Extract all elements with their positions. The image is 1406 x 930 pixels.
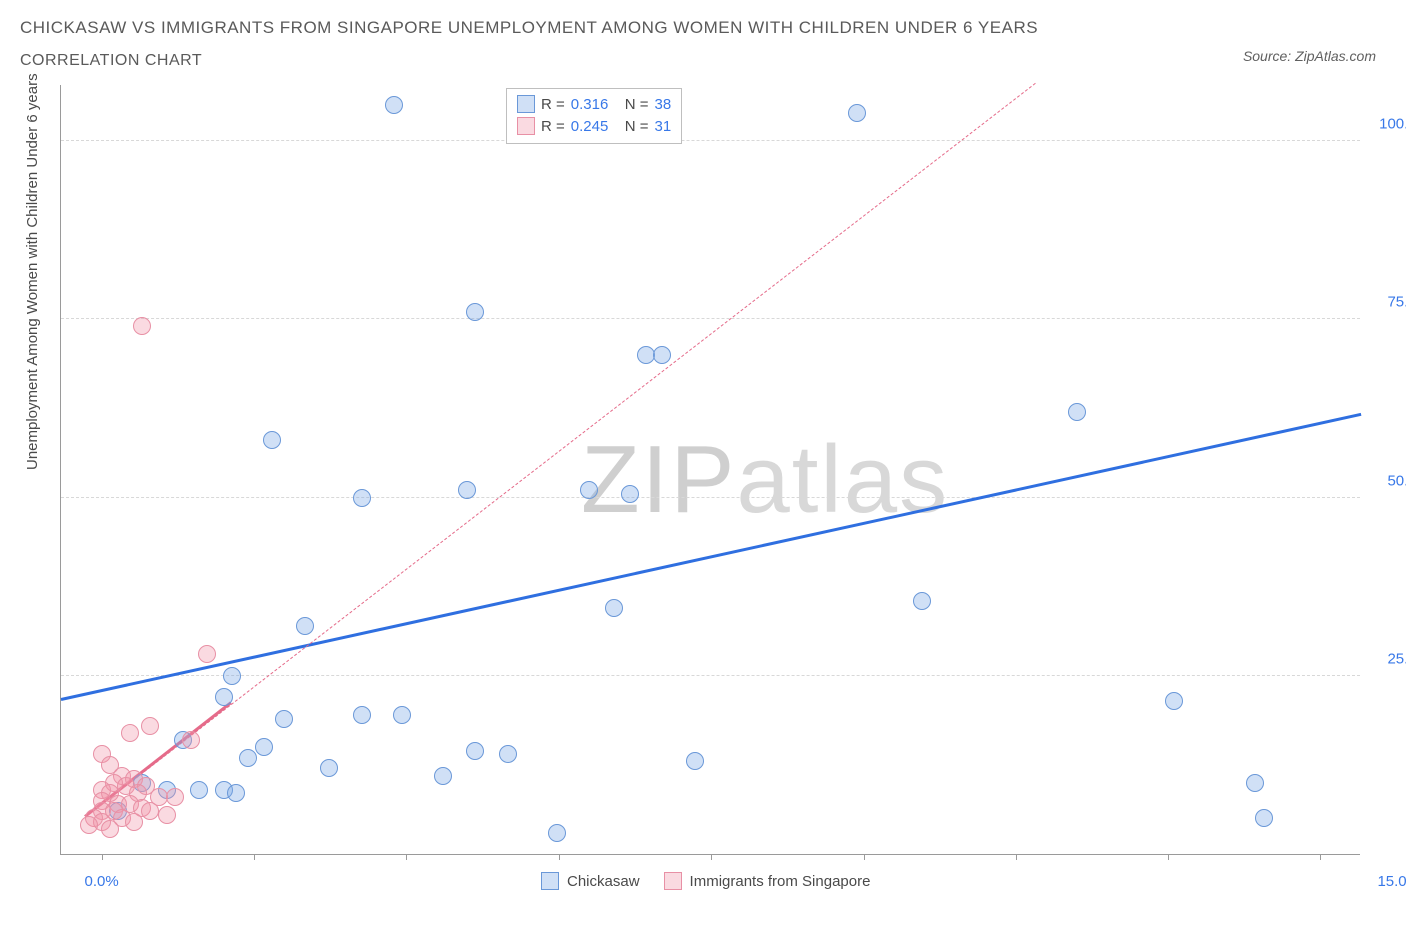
x-tick [1168, 854, 1169, 860]
data-point-singapore [182, 731, 200, 749]
trend-line [61, 413, 1362, 701]
legend-item-label: Chickasaw [567, 873, 640, 890]
data-point-singapore [80, 816, 98, 834]
data-point-singapore [158, 806, 176, 824]
x-tick [102, 854, 103, 860]
source-attribution: Source: ZipAtlas.com [1243, 48, 1376, 64]
x-tick [1320, 854, 1321, 860]
y-tick-label: 50.0% [1387, 472, 1406, 489]
data-point-chickasaw [580, 481, 598, 499]
x-tick [711, 854, 712, 860]
data-point-chickasaw [1246, 774, 1264, 792]
data-point-chickasaw [1165, 692, 1183, 710]
legend-r-value: 0.245 [571, 118, 619, 135]
legend-swatch [517, 117, 535, 135]
data-point-chickasaw [223, 667, 241, 685]
gridline-h [61, 497, 1360, 498]
data-point-singapore [125, 813, 143, 831]
legend-stats-row-singapore: R = 0.245 N = 31 [517, 115, 671, 137]
data-point-chickasaw [621, 485, 639, 503]
chart-title-line2: CORRELATION CHART [20, 52, 1038, 70]
data-point-chickasaw [1255, 809, 1273, 827]
x-tick-label: 15.0% [1377, 873, 1406, 890]
x-tick [864, 854, 865, 860]
chart-title-line1: CHICKASAW VS IMMIGRANTS FROM SINGAPORE U… [20, 18, 1038, 38]
data-point-chickasaw [605, 599, 623, 617]
legend-n-label: N = [625, 96, 649, 113]
data-point-chickasaw [393, 706, 411, 724]
watermark-part2: atlas [736, 426, 949, 533]
data-point-chickasaw [848, 104, 866, 122]
data-point-chickasaw [458, 481, 476, 499]
data-point-chickasaw [548, 824, 566, 842]
legend-stats-box: R = 0.316 N = 38 R = 0.245 N = 31 [506, 88, 682, 144]
data-point-chickasaw [255, 738, 273, 756]
data-point-chickasaw [215, 688, 233, 706]
data-point-chickasaw [353, 706, 371, 724]
legend-r-label: R = [541, 118, 565, 135]
scatter-plot-area: ZIPatlas 25.0%50.0%75.0%100.0%0.0%15.0%R… [60, 85, 1360, 855]
legend-series: Chickasaw Immigrants from Singapore [541, 872, 870, 890]
data-point-singapore [121, 724, 139, 742]
data-point-chickasaw [353, 489, 371, 507]
trend-line [85, 83, 1036, 818]
watermark-part1: ZIP [581, 426, 736, 533]
legend-item-singapore: Immigrants from Singapore [664, 872, 871, 890]
legend-item-label: Immigrants from Singapore [690, 873, 871, 890]
x-tick [559, 854, 560, 860]
data-point-chickasaw [1068, 403, 1086, 421]
data-point-chickasaw [686, 752, 704, 770]
data-point-chickasaw [296, 617, 314, 635]
y-axis-title: Unemployment Among Women with Children U… [24, 73, 41, 470]
legend-swatch [517, 95, 535, 113]
gridline-h [61, 318, 1360, 319]
data-point-chickasaw [466, 742, 484, 760]
x-tick [406, 854, 407, 860]
data-point-singapore [198, 645, 216, 663]
x-tick [1016, 854, 1017, 860]
y-tick-label: 75.0% [1387, 294, 1406, 311]
x-tick [254, 854, 255, 860]
legend-item-chickasaw: Chickasaw [541, 872, 640, 890]
legend-n-label: N = [625, 118, 649, 135]
legend-r-value: 0.316 [571, 96, 619, 113]
gridline-h [61, 140, 1360, 141]
chart-title-block: CHICKASAW VS IMMIGRANTS FROM SINGAPORE U… [20, 18, 1038, 70]
gridline-h [61, 675, 1360, 676]
data-point-chickasaw [499, 745, 517, 763]
data-point-singapore [141, 802, 159, 820]
legend-n-value: 31 [655, 118, 672, 135]
legend-r-label: R = [541, 96, 565, 113]
y-tick-label: 25.0% [1387, 650, 1406, 667]
data-point-chickasaw [434, 767, 452, 785]
data-point-chickasaw [239, 749, 257, 767]
data-point-chickasaw [653, 346, 671, 364]
data-point-singapore [101, 820, 119, 838]
data-point-chickasaw [385, 96, 403, 114]
legend-stats-row-chickasaw: R = 0.316 N = 38 [517, 93, 671, 115]
data-point-chickasaw [320, 759, 338, 777]
x-tick-label: 0.0% [85, 873, 119, 890]
data-point-singapore [166, 788, 184, 806]
data-point-chickasaw [263, 431, 281, 449]
data-point-chickasaw [913, 592, 931, 610]
data-point-chickasaw [227, 784, 245, 802]
legend-swatch [664, 872, 682, 890]
watermark: ZIPatlas [581, 425, 949, 535]
data-point-singapore [141, 717, 159, 735]
y-tick-label: 100.0% [1379, 116, 1406, 133]
legend-n-value: 38 [655, 96, 672, 113]
data-point-chickasaw [466, 303, 484, 321]
legend-swatch [541, 872, 559, 890]
data-point-chickasaw [275, 710, 293, 728]
data-point-singapore [133, 317, 151, 335]
data-point-chickasaw [190, 781, 208, 799]
